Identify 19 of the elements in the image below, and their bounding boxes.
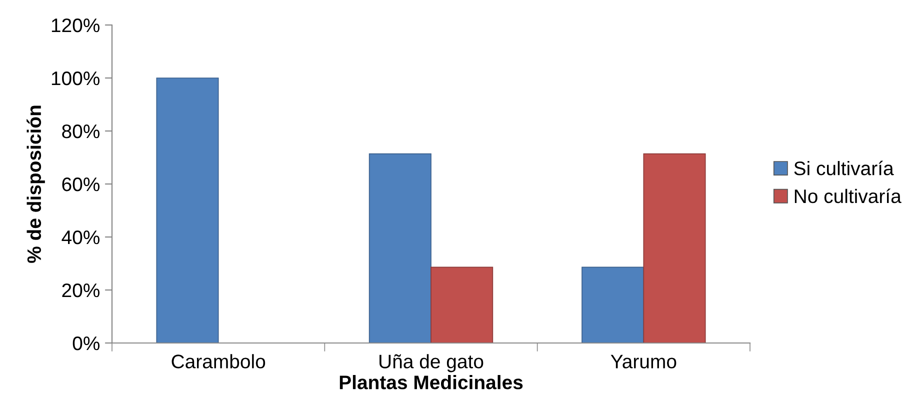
y-tick-label: 100% (52, 71, 100, 86)
x-tick-label: Yarumo (610, 354, 676, 368)
x-tick-label: Uña de gato (380, 354, 484, 372)
bar (368, 153, 432, 343)
legend-label: No cultivaría (794, 188, 902, 204)
y-tick-label: 80% (62, 124, 100, 138)
x-axis-title: Plantas Medicinales (340, 375, 523, 390)
y-tick-label: 20% (62, 283, 100, 298)
bar (643, 153, 706, 343)
x-tick-label: Carambolo (172, 354, 266, 368)
y-tick-label: 0% (72, 336, 100, 350)
legend-label: Si cultivaría (794, 160, 894, 176)
y-tick-label: 120% (52, 18, 100, 32)
y-tick-label: 40% (62, 230, 100, 244)
y-tick-label: 60% (62, 177, 100, 192)
bar (582, 266, 644, 343)
y-axis-title: % de disposición (26, 106, 45, 263)
bar (156, 78, 219, 343)
bar (430, 266, 494, 343)
